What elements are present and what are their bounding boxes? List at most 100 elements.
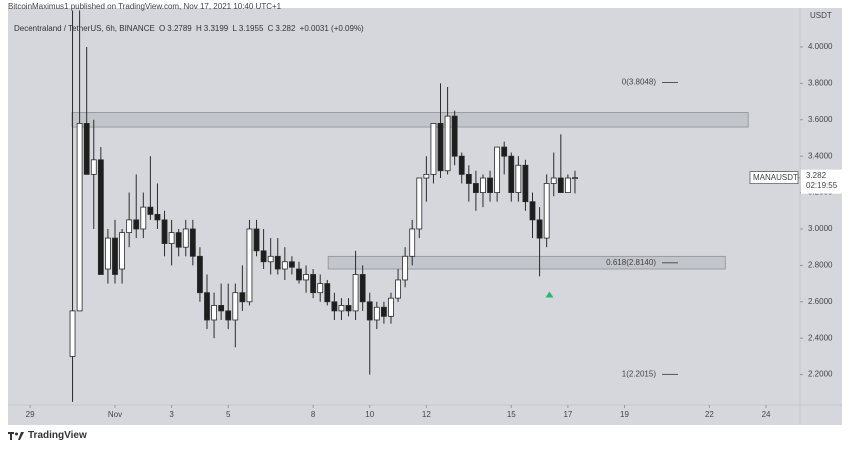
- candle-body: [501, 146, 508, 157]
- y-axis-unit: USDT: [810, 11, 832, 20]
- x-tick-label: 29: [26, 410, 35, 419]
- y-tick-label: 3.6000: [808, 115, 833, 124]
- candle-body: [182, 228, 189, 248]
- fib-label: 1(2.2015): [622, 369, 657, 378]
- candle-body: [83, 123, 90, 175]
- candle-body: [246, 228, 253, 303]
- price-change: +0.0031 (+0.09%): [299, 24, 364, 33]
- x-tick-label: 19: [620, 410, 629, 419]
- arrow-marker: [545, 291, 554, 298]
- candle-body: [218, 305, 225, 312]
- ohlc-label: H: [195, 24, 202, 33]
- candle-body: [239, 292, 246, 303]
- candle-body: [430, 123, 437, 175]
- candle-body: [97, 159, 104, 275]
- candle-body: [90, 159, 97, 175]
- candle-body: [161, 219, 168, 244]
- candle-body: [274, 255, 281, 270]
- chart-background: [8, 8, 842, 425]
- x-tick-label: 17: [563, 410, 572, 419]
- candle-body: [331, 301, 338, 312]
- x-tick-label: 3: [169, 410, 174, 419]
- candle-body: [281, 261, 288, 270]
- candle-body: [529, 201, 536, 221]
- candle-body: [260, 250, 267, 263]
- candle-body: [147, 206, 154, 215]
- ohlc-value: 3.1955: [238, 24, 264, 33]
- candle-body: [465, 173, 472, 184]
- candle-body: [437, 123, 444, 172]
- ohlc-label: C: [267, 24, 274, 33]
- candle-body: [564, 177, 571, 193]
- candle-body: [296, 268, 302, 281]
- candle-body: [289, 261, 295, 268]
- candle-body: [550, 177, 557, 184]
- ohlc-value: 3.3199: [203, 24, 229, 33]
- x-tick-label: 15: [507, 410, 516, 419]
- candle-body: [197, 255, 203, 294]
- candle-body: [381, 306, 387, 317]
- candle-body: [458, 155, 465, 175]
- candle-body: [416, 177, 423, 230]
- candle-body: [373, 306, 380, 321]
- x-tick-label: 12: [422, 410, 431, 419]
- candle-body: [267, 255, 274, 263]
- y-tick-label: 2.2000: [808, 370, 833, 379]
- candle-body: [324, 283, 331, 303]
- footer: TradingView: [8, 430, 87, 441]
- candle-body: [310, 274, 317, 294]
- y-tick-label: 3.4000: [808, 151, 833, 160]
- candle-body: [472, 183, 479, 193]
- candle-body: [189, 228, 196, 257]
- candle-body: [253, 228, 260, 252]
- candle-body: [508, 155, 515, 193]
- x-tick-label: 22: [705, 410, 714, 419]
- candle-body: [423, 173, 430, 179]
- candle-body: [105, 237, 111, 270]
- candle-body: [444, 115, 451, 172]
- candle-body: [557, 177, 564, 193]
- candle-body: [536, 219, 543, 239]
- candle-body: [388, 297, 394, 317]
- candle-body: [119, 232, 125, 270]
- candle-body: [175, 232, 182, 248]
- candle-body: [494, 146, 501, 193]
- symbol-label: MANAUSDT: [753, 173, 798, 182]
- price-zone: [71, 112, 749, 128]
- candle-body: [409, 228, 416, 257]
- candle-body: [154, 214, 161, 221]
- candle-body: [359, 274, 366, 303]
- brand: TradingView: [28, 430, 87, 441]
- x-tick-label: Nov: [108, 410, 122, 419]
- x-tick-label: 5: [226, 410, 231, 419]
- publisher-line: BitcoinMaximus1 published on TradingView…: [8, 2, 282, 11]
- candle-body: [352, 274, 359, 312]
- candle-body: [225, 310, 232, 321]
- last-price-label: 3.282: [806, 171, 827, 180]
- x-tick-label: 10: [365, 410, 374, 419]
- candle-body: [487, 177, 493, 193]
- y-tick-label: 2.6000: [808, 297, 833, 306]
- candle-body: [522, 164, 529, 203]
- tv-logo-icon: [8, 431, 24, 440]
- candle-body: [317, 283, 324, 294]
- ohlc-value: 3.282: [275, 24, 296, 33]
- x-tick-label: 8: [311, 410, 316, 419]
- candle-body: [232, 292, 239, 321]
- candle-body: [366, 301, 373, 321]
- candle-body: [572, 177, 578, 180]
- price-zone: [327, 255, 726, 270]
- y-tick-label: 2.8000: [808, 260, 833, 269]
- y-tick-label: 2.4000: [808, 333, 833, 342]
- candle-body: [395, 279, 401, 299]
- y-tick-label: 3.8000: [808, 78, 833, 87]
- candle-body: [402, 255, 409, 281]
- candle-body: [515, 164, 522, 193]
- candle-body: [140, 206, 147, 230]
- candle-body: [133, 219, 140, 230]
- candle-body: [126, 219, 133, 234]
- candle-body: [345, 305, 352, 312]
- x-tick-label: 24: [762, 410, 771, 419]
- candle-body: [69, 310, 76, 357]
- symbol-box: [749, 171, 799, 184]
